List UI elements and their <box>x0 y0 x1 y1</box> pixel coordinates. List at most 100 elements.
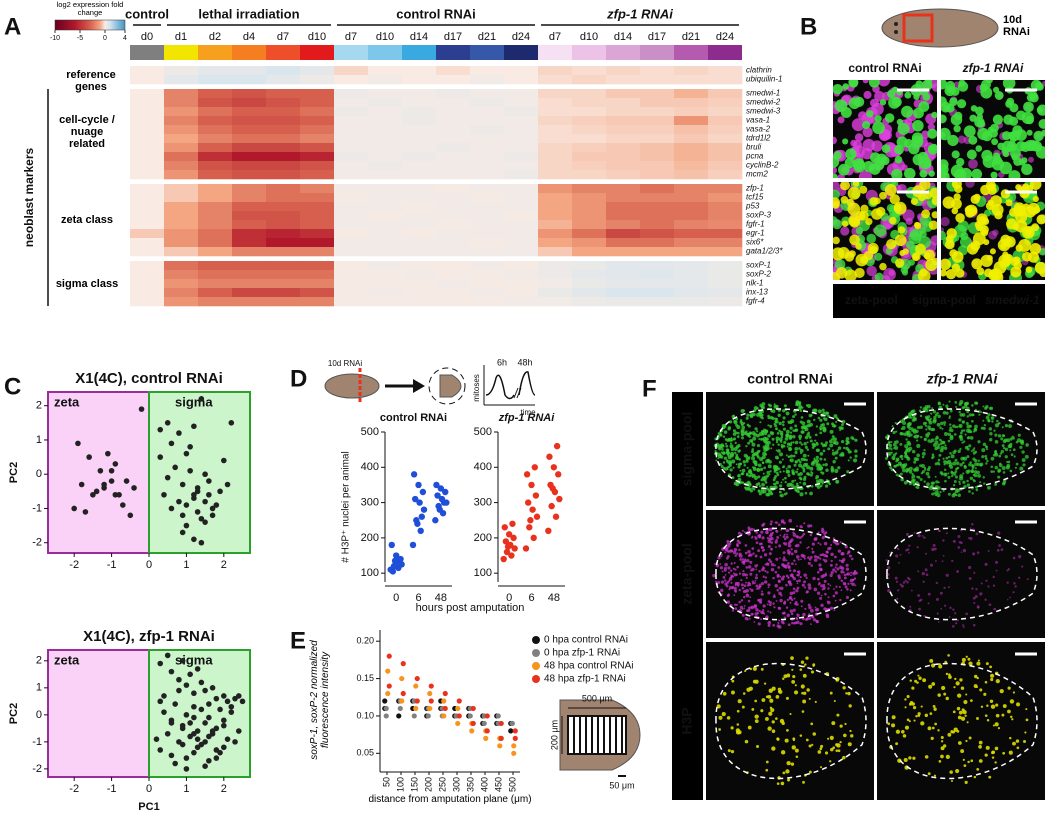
heatmap-cell <box>266 134 301 144</box>
signal <box>828 439 833 444</box>
signal <box>811 542 815 546</box>
heatmap-cell <box>130 66 165 76</box>
signal <box>830 747 834 752</box>
heatmap-cell <box>470 98 505 108</box>
signal <box>799 622 803 626</box>
column-color <box>266 45 300 60</box>
signal <box>985 448 989 451</box>
signal <box>985 445 988 448</box>
signal <box>738 541 742 545</box>
signal <box>780 781 785 786</box>
intensity-point <box>442 690 448 697</box>
signal <box>773 564 776 567</box>
signal <box>744 669 747 673</box>
signal <box>990 416 994 420</box>
cell-point <box>183 450 190 457</box>
signal <box>848 250 856 258</box>
heatmap-cell <box>232 193 267 203</box>
signal <box>729 468 733 472</box>
signal <box>877 80 891 87</box>
animal-point <box>509 520 516 527</box>
cell-point <box>228 709 235 715</box>
heatmap-cell <box>470 288 505 298</box>
heatmap-cell <box>606 98 641 108</box>
heatmap-cell <box>572 279 607 289</box>
signal <box>847 459 850 462</box>
signal <box>934 722 938 726</box>
signal <box>738 600 741 604</box>
heatmap-cell <box>232 229 267 239</box>
signal <box>934 413 938 417</box>
x-tick-label: 400 <box>479 777 489 792</box>
signal <box>730 574 734 578</box>
heatmap-cell <box>640 229 675 239</box>
signal <box>915 468 919 472</box>
signal <box>962 461 965 465</box>
animal-point <box>418 513 425 520</box>
signal <box>894 576 898 580</box>
cell-point <box>101 481 107 488</box>
signal <box>979 592 983 596</box>
peak-label: 48h <box>517 357 532 367</box>
signal <box>994 423 1000 428</box>
micrograph-bg <box>706 642 874 800</box>
heatmap-cell <box>266 161 301 171</box>
signal <box>950 730 954 734</box>
cell-point <box>179 725 186 732</box>
signal <box>838 585 841 589</box>
signal <box>957 693 962 698</box>
signal <box>810 670 815 674</box>
signal <box>919 406 923 409</box>
signal <box>949 452 952 455</box>
heatmap-cell <box>504 247 539 257</box>
signal <box>817 531 820 534</box>
signal <box>899 463 903 467</box>
signal <box>796 525 798 528</box>
signal <box>786 613 790 617</box>
heatmap-cell <box>402 89 437 99</box>
signal <box>855 253 869 267</box>
signal <box>846 198 855 207</box>
column-label: control RNAi <box>747 371 833 387</box>
signal <box>1024 731 1027 734</box>
signal <box>962 548 967 553</box>
cell-point <box>224 481 231 488</box>
signal <box>1035 144 1043 152</box>
signal <box>832 594 836 598</box>
signal <box>796 613 800 618</box>
signal <box>766 603 769 606</box>
signal <box>815 620 819 624</box>
signal <box>908 435 911 438</box>
signal <box>912 429 917 434</box>
signal <box>991 756 995 759</box>
signal <box>846 588 849 591</box>
signal <box>843 573 847 577</box>
heatmap-cell <box>266 261 301 271</box>
signal <box>800 599 804 603</box>
signal <box>907 442 912 446</box>
signal <box>778 544 782 548</box>
cell-point <box>235 693 242 699</box>
signal <box>795 555 800 559</box>
signal <box>941 560 944 563</box>
signal <box>754 576 759 580</box>
signal <box>721 424 725 428</box>
signal <box>840 182 851 191</box>
signal <box>998 544 1001 547</box>
intensity-point <box>442 705 448 712</box>
signal <box>737 477 742 482</box>
signal <box>833 609 836 612</box>
cell-point <box>168 505 175 512</box>
signal <box>730 581 733 584</box>
signal <box>741 472 745 476</box>
signal <box>1000 189 1011 199</box>
signal <box>745 566 749 569</box>
signal <box>952 484 956 487</box>
signal <box>943 423 946 427</box>
signal <box>798 401 802 405</box>
y-tick-label: 0 <box>36 468 42 480</box>
signal <box>915 457 920 462</box>
signal <box>978 745 982 749</box>
signal <box>931 682 936 686</box>
schematic-axis-label: mitoses <box>472 374 481 402</box>
